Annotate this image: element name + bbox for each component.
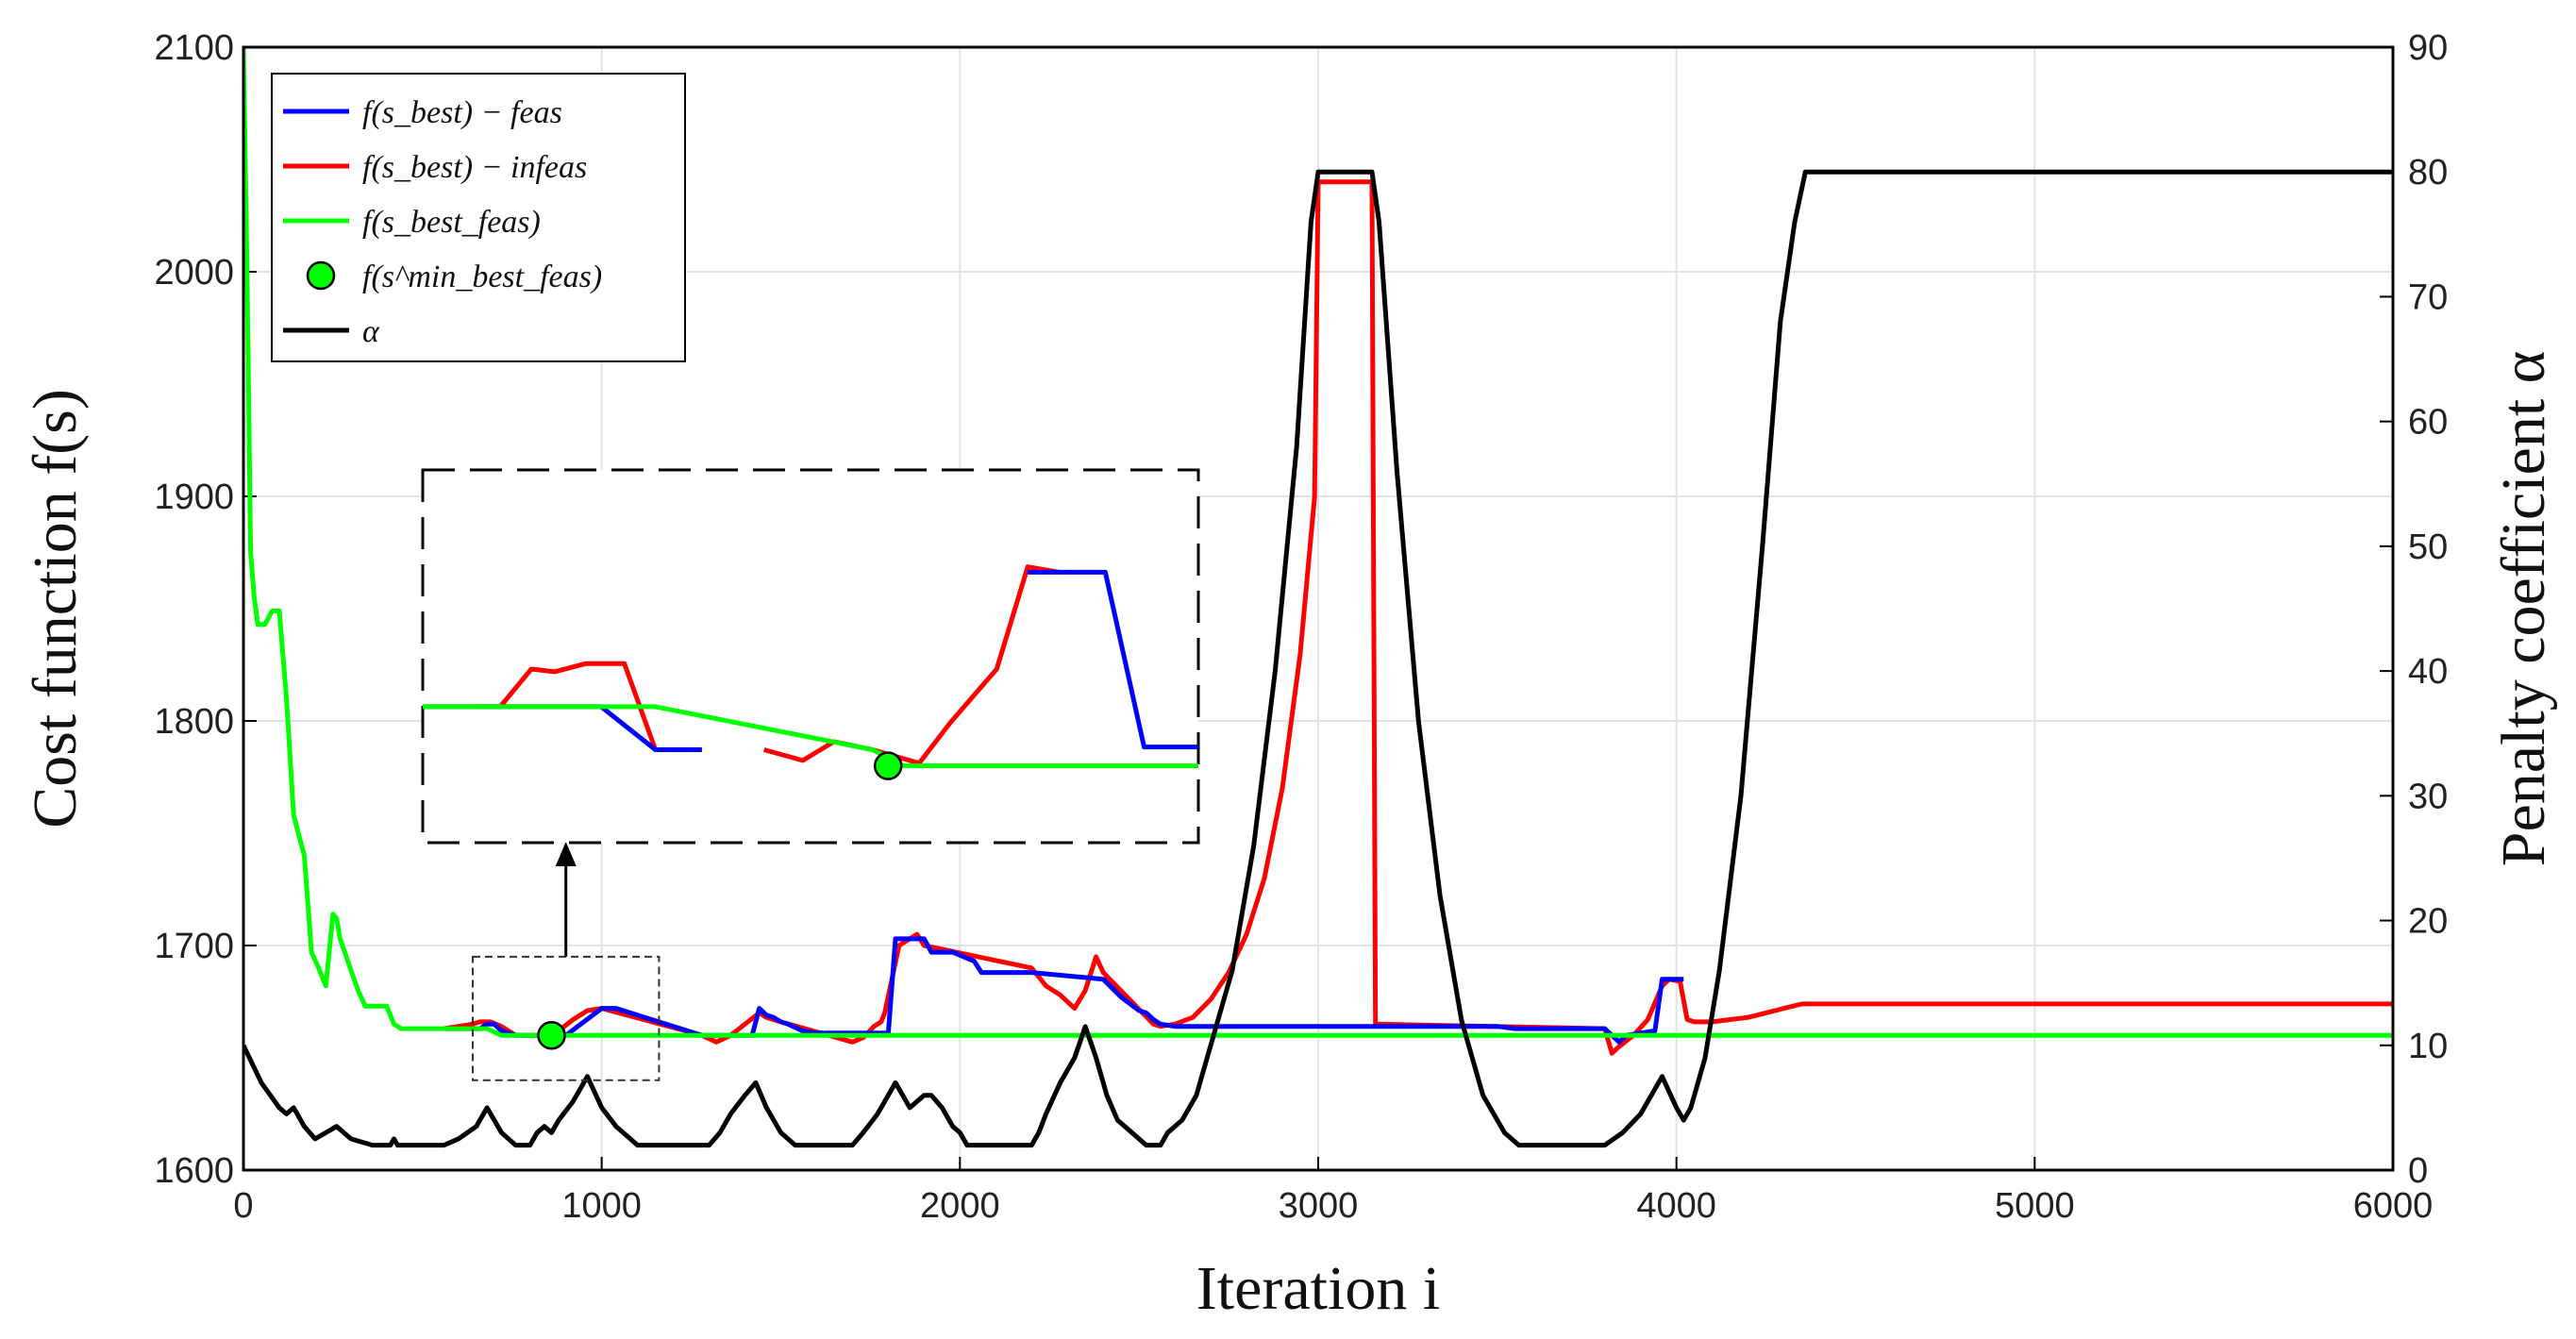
y-tick-label-left: 1700 — [154, 927, 234, 966]
legend-label-best_feas: f(s_best_feas) — [362, 205, 541, 240]
inset-line-infeas-b — [763, 564, 1060, 766]
legend-label-infeas: f(s_best) − infeas — [362, 150, 587, 185]
inset-min-point — [873, 751, 903, 780]
x-tick-label: 0 — [233, 1186, 253, 1226]
x-tick-label: 4000 — [1636, 1186, 1716, 1226]
x-axis-label: Iteration i — [1196, 1254, 1440, 1323]
plot-frame — [242, 45, 2395, 1172]
y-tick-label-left: 1800 — [154, 702, 234, 742]
inset-frame — [421, 468, 1200, 845]
y-tick-label-right: 80 — [2408, 153, 2448, 192]
series-group — [243, 47, 2393, 1148]
y-tick-label-right: 0 — [2408, 1151, 2428, 1191]
series-line-alpha — [243, 169, 2393, 1148]
y-axis-label-right: Penalty coefficient α — [2489, 351, 2558, 867]
legend: f(s_best) − feas f(s_best) − infeas f(s_be… — [271, 73, 686, 362]
zoom-arrow-head — [555, 842, 577, 866]
y-tick-label-right: 60 — [2408, 403, 2448, 443]
y-tick-label-left: 1600 — [154, 1151, 234, 1191]
legend-label-feas: f(s_best) − feas — [362, 95, 562, 130]
legend-box — [271, 73, 686, 362]
y-tick-label-right: 90 — [2408, 28, 2448, 68]
y-tick-label-right: 30 — [2408, 777, 2448, 816]
x-tick-label: 3000 — [1279, 1186, 1359, 1226]
series-line-feas — [443, 936, 1684, 1045]
zoom-annotation — [471, 842, 661, 1081]
y-tick-label-right: 20 — [2408, 902, 2448, 942]
legend-marker-min — [306, 260, 336, 291]
series-line-best_feas — [243, 47, 2393, 1038]
y-tick-label-right: 50 — [2408, 527, 2448, 567]
tick-labels: 0 1000 2000 3000 4000 5000 6000 1600 1700 1800 190… — [154, 28, 2448, 1226]
y-tick-label-right: 40 — [2408, 652, 2448, 692]
x-tick-label: 2000 — [920, 1186, 1000, 1226]
x-tick-label: 5000 — [1995, 1186, 2075, 1226]
x-tick-label: 6000 — [2353, 1186, 2434, 1226]
y-tick-label-left: 2100 — [154, 28, 234, 68]
y-tick-label-right: 70 — [2408, 277, 2448, 317]
inset-line-best-feas — [423, 704, 1198, 769]
y-tick-label-left: 1900 — [154, 477, 234, 517]
min-point-marker — [537, 1020, 566, 1050]
y-tick-label-right: 10 — [2408, 1027, 2448, 1066]
legend-label-alpha: α — [362, 314, 380, 349]
y-axis-label-left: Cost function f(s) — [21, 389, 90, 829]
x-tick-label: 1000 — [561, 1186, 642, 1226]
y-tick-label-left: 2000 — [154, 253, 234, 293]
x-axis-label-text: Iteration i — [1196, 1254, 1440, 1323]
legend-label-min: f(s^min_best_feas) — [362, 259, 602, 294]
inset-line-feas-b — [1028, 569, 1198, 750]
inset-box — [421, 468, 1200, 845]
